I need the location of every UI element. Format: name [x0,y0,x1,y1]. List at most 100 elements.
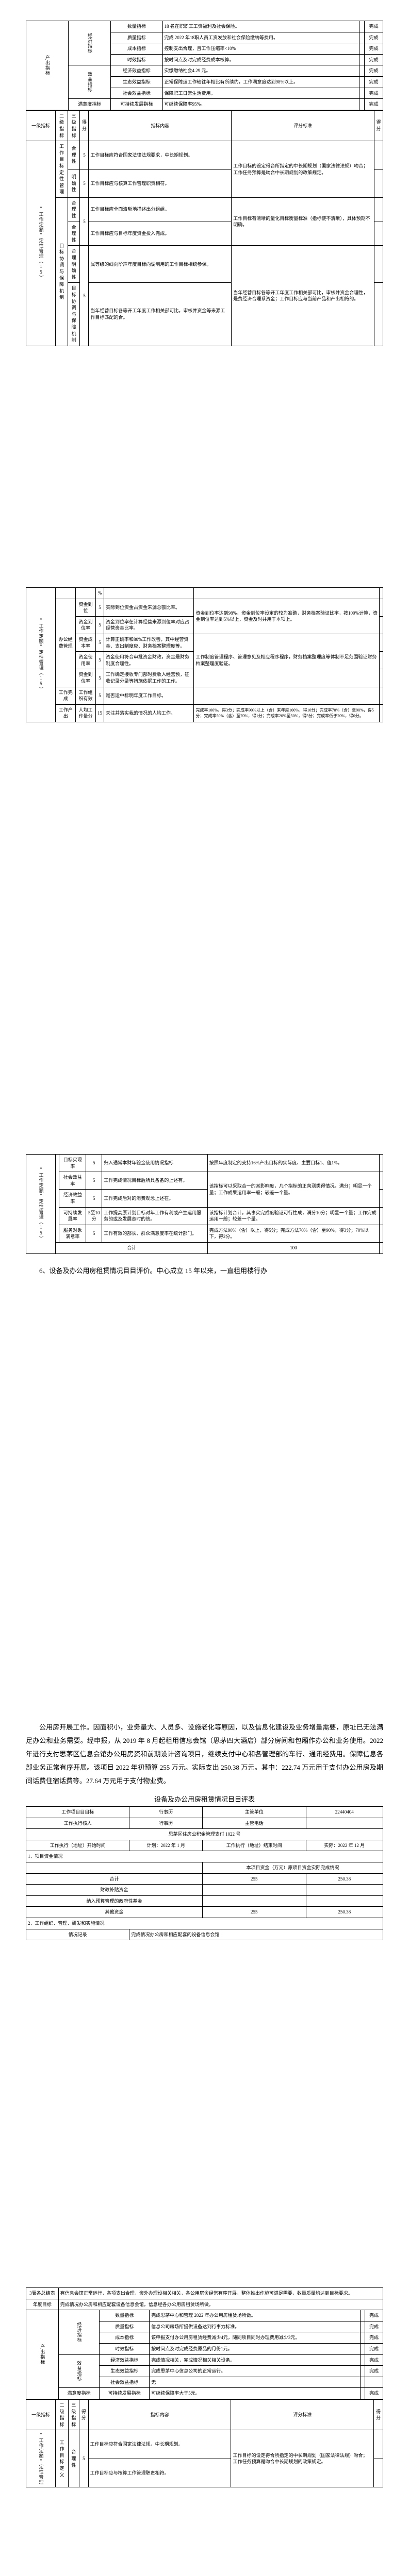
cell-content: 可继续保障率95%。 [162,99,359,110]
cell-content: 正常保障运工作较往年相比有所续约，工作满意度达到98%以上。 [162,76,359,88]
cell: 实际到位资金占资金来源总额比率。 [104,599,194,616]
cell [374,141,383,170]
cell: 5 [80,170,89,198]
cell [374,222,383,246]
page-5: 3署各总结表 有信息会馆正常运行，各项支出合理，资外办理设相关相关，各公用房舍经… [0,2267,409,2576]
header: 一级指标 [26,2399,56,2430]
col-sub3: 满意度指标 [69,99,111,110]
cell-blank [359,99,365,110]
cell: 目标协调与保障机制 [68,283,80,346]
indicators-table-1: 产出指标 经济指标 数量指标 18 名在职职工工资福利及社会保险。 完成 质量指… [26,21,383,110]
cell [56,1155,59,1243]
cell-label: 可持续发展指标 [111,99,162,110]
cell: 合理性 [68,2430,79,2487]
header: 评分标准 [231,2399,374,2430]
cell [365,2377,383,2388]
cell [360,2366,365,2377]
cell: 时效指标 [100,2343,150,2354]
cell: 资金到位 [76,599,96,616]
cell-status: 完成 [365,88,383,99]
group: 产出指标 [26,2310,59,2399]
cell: 完成方法90%（含）以上，得5分；完成方法70%（含）至90%，得3分；70%以… [207,1225,379,1242]
cell: 完成 [365,2321,383,2332]
cell: 5 [80,141,89,170]
cell-label: 社会效益指标 [111,88,162,99]
cell [379,1190,383,1207]
cell-content: 保障职工日常生活费用。 [162,88,359,99]
cell: 资金到位率达到98%，资金到位率设定的较为准确，财务档案验证比率，按100%计算… [194,599,380,634]
cell [360,2321,365,2332]
cell: 该指标计划合计，其事实完成度验证可行性成，满分10分；明显一个量；工作完成运用一… [207,1207,379,1225]
cell-content: 实缴缴纳社会4.29 元。 [162,65,359,77]
cell: 生态效益指标 [100,2366,150,2377]
cell [26,1862,203,1873]
cell: 可持续发展指标 [100,2388,150,2399]
cell [374,246,383,283]
cell: 归入通常本财年验金使用情况指标 [102,1155,208,1172]
header: 指标内容 [89,110,232,141]
block-header: 3署各总结表 [26,2288,59,2299]
cell: 5 [86,1190,102,1207]
cell-content: 18 名在职职工工资福利及社会保险。 [162,21,359,32]
group-label: "工作定额"定性管理（15） [26,588,56,722]
header: 三级指标 [68,2399,79,2430]
cell: 5 [95,669,104,687]
eval-criteria-table-5: 一级指标 二级指标 三级指标 得分 指标内容 评分标准 得分 "工作定额"定性管… [26,2399,383,2487]
col-sub: 经济指标 [69,21,111,65]
cell [360,2377,365,2388]
cell [360,2332,365,2344]
cell [374,283,383,346]
cell: 完成率100%，得3分；完成率90%以上（含）来年度100%，得10分；完成率7… [194,704,380,722]
cell: 5 [86,1172,102,1190]
cell: 工作目标应符合国家法律法规，中长期规划。 [88,2430,231,2459]
cell [360,2354,365,2366]
page-4: 公用房开展工作。因面积小，业务量大、人员多、设施老化等原因，以及信息化建设及业务… [0,1700,409,2267]
cell [379,1155,383,1172]
cell [379,704,383,722]
cell [374,2430,383,2459]
cell: 完成 [365,2332,383,2344]
cell: 该指标可以采取合一的其影响度，几个指标的正向测类得情况，满分；明显一个量；工作成… [207,1172,379,1207]
body-paragraph: 公用房开展工作。因面积小，业务量大、人员多、设施老化等原因，以及信息化建设及业务… [26,1721,383,1788]
cell: 资金成本率 [76,634,96,651]
cell: 按照年度制定的支持16%产出目标的实际度、主要目标1、值1%。 [207,1155,379,1172]
cell [194,687,380,704]
cell-status: 完成 [365,32,383,43]
page-3: "工作定额"定性管理（15） 目标实现率 5 归入通常本财年验金使用情况指标 按… [0,1133,409,1700]
cell [374,197,383,222]
cell-status: 完成 [365,65,383,77]
cell-blank [359,32,365,43]
cell: 5 [80,246,89,346]
activity-header: 2、工作组织、管理、研发和实施情况 [26,1918,383,1929]
label: 工作项目目目标 [26,1807,129,1818]
cell-status: 完成 [365,76,383,88]
value: 255 [203,1873,306,1885]
cell [379,634,383,651]
header: 评分标准 [232,110,374,141]
cell: 计算正确率和80%工作改善，其中经营资金、支出制度应、财务档案整理度等。 [104,634,194,651]
cell-status: 完成 [365,21,383,32]
budget-header: 1、项目资金情况 [26,1851,383,1862]
cell: 合理性 [68,141,80,170]
cell [194,588,380,599]
cell [374,170,383,198]
page-1: 产出指标 经济指标 数量指标 18 名在职职工工资福利及社会保险。 完成 质量指… [0,0,409,567]
cell: 5 [80,197,89,246]
cell [379,669,383,687]
value: 实际：2022 年 12 月 [306,1840,383,1851]
total-score: 100 [207,1242,379,1253]
cell: 工作目标应与核算工作管理职责相符。 [88,2459,231,2487]
eval-criteria-table-2: "工作定额"定性管理（15） % 办公经费管理 资金到位 5 实际到位资金占资金… [26,587,383,722]
cell: 人均工作量分 [76,704,96,722]
label: 财政补贴资金 [26,1885,203,1896]
value: 255 [203,1907,306,1918]
total-label: 合计 [56,1242,207,1253]
value: 行事历 [129,1807,203,1818]
cell: 资金到位率在计算经营来源到位率对应占经营资金比率。 [104,616,194,634]
header: 得分 [374,2399,383,2430]
value: 22440404 [306,1807,383,1818]
label: 主管电话 [203,1818,306,1829]
cell-blank [359,43,365,55]
cell: 工作有效的部长、群众满意度率在统计部门。 [102,1225,208,1242]
cell [379,1172,383,1190]
